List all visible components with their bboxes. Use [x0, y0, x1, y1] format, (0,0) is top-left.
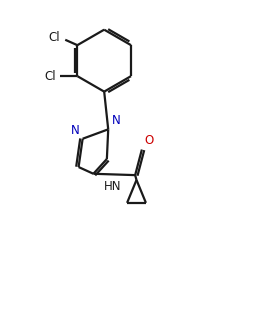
Text: Cl: Cl — [48, 31, 60, 44]
Text: N: N — [71, 124, 79, 137]
Text: HN: HN — [104, 180, 122, 193]
Text: O: O — [145, 134, 154, 147]
Text: Cl: Cl — [44, 70, 56, 82]
Text: N: N — [111, 114, 120, 127]
